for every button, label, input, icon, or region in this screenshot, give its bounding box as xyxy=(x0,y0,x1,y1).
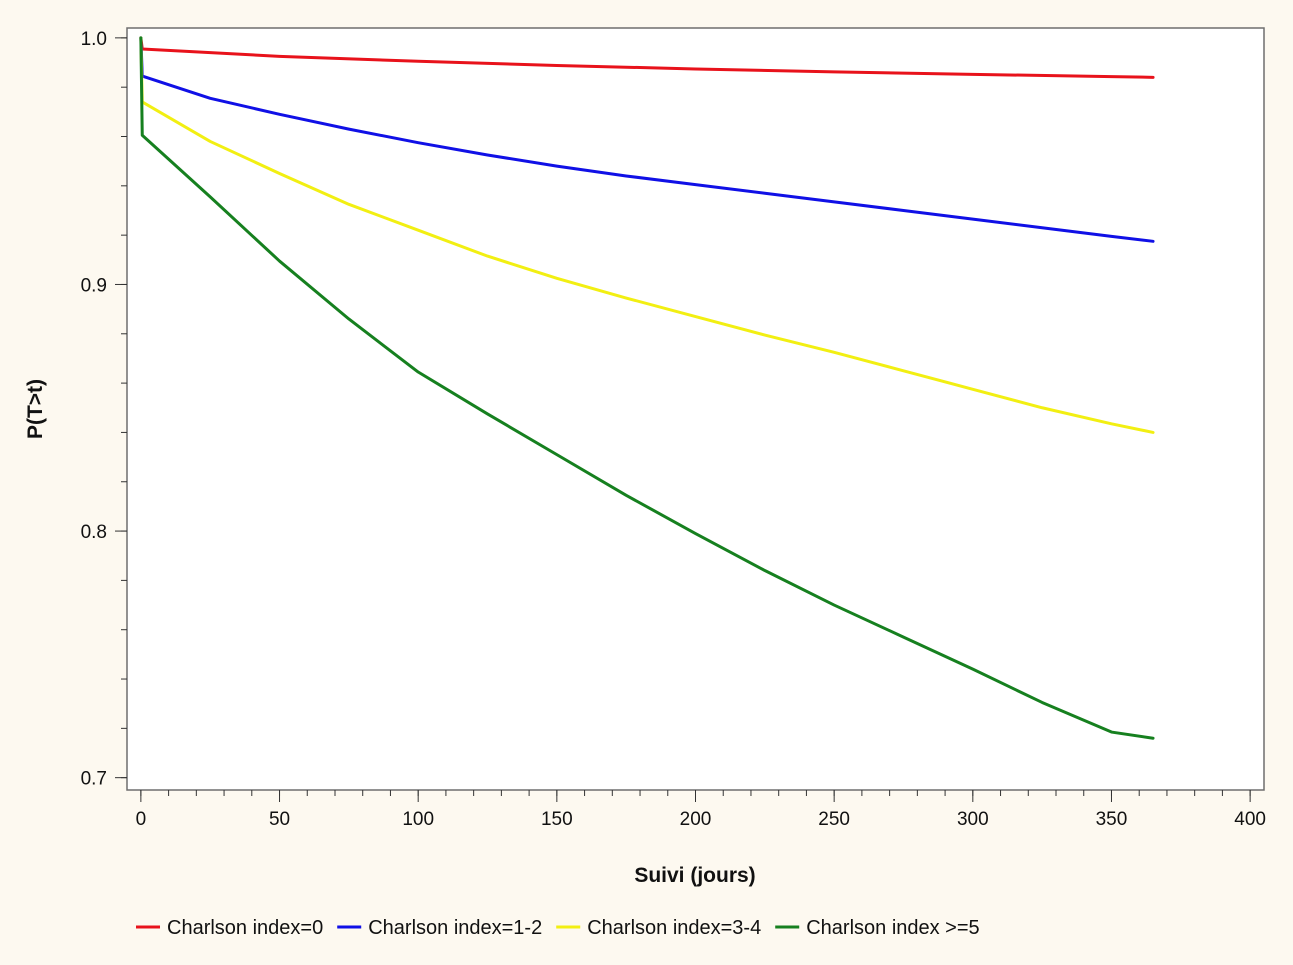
legend-label-1: Charlson index=0 xyxy=(167,917,323,939)
x-tick-label: 0 xyxy=(136,809,147,830)
x-tick-label: 200 xyxy=(680,809,712,830)
legend: Charlson index=0 Charlson index=1-2 Charls… xyxy=(136,917,980,939)
series-line-3 xyxy=(139,36,1155,434)
x-axis-title: Suivi (jours) xyxy=(634,864,755,887)
x-tick-label: 300 xyxy=(957,809,989,830)
y-tick-label: 1.0 xyxy=(81,29,107,50)
x-tick-label: 150 xyxy=(541,809,573,830)
legend-label-3: Charlson index=3-4 xyxy=(587,917,761,939)
x-tick-label: 250 xyxy=(818,809,850,830)
x-tick-label: 400 xyxy=(1234,809,1266,830)
series-line-2 xyxy=(139,36,1155,243)
y-tick-label: 0.9 xyxy=(81,275,107,296)
legend-label-4: Charlson index >=5 xyxy=(806,917,979,939)
y-axis-title: P(T>t) xyxy=(24,379,47,439)
series-line-1 xyxy=(139,36,1155,79)
x-tick-label: 350 xyxy=(1096,809,1128,830)
x-tick-label: 100 xyxy=(402,809,434,830)
legend-label-2: Charlson index=1-2 xyxy=(368,917,542,939)
y-tick-label: 0.8 xyxy=(81,522,107,543)
plot-background xyxy=(126,27,1265,791)
y-tick-label: 0.7 xyxy=(81,769,107,790)
series-line-4 xyxy=(139,36,1155,740)
x-tick-label: 50 xyxy=(269,809,290,830)
